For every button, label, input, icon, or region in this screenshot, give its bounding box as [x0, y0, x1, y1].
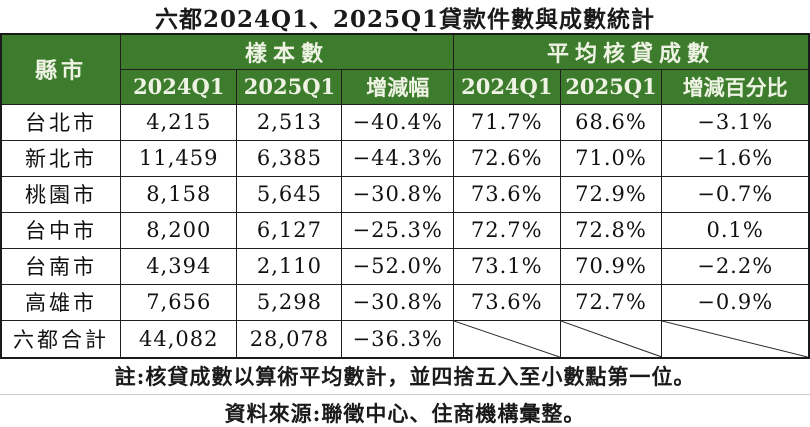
group-header-row: 縣市 樣本數 平均核貸成數 [0, 33, 810, 105]
table-row-taipei: 台北市 4,215 2,513 −40.4% 71.7% 68.6% −3.1% [0, 103, 810, 141]
table-row-total: 六都合計 44,082 28,078 −36.3% [0, 319, 810, 358]
total-label: 六都合計 [0, 319, 122, 358]
ratio-change: −2.2% [661, 247, 810, 285]
table-header: 縣市 樣本數 平均核貸成數 2024Q1 2025Q1 增減幅 2024Q1 2… [0, 33, 810, 105]
ratio-2025q1: 70.9% [559, 247, 663, 285]
total-samples-change: −36.3% [341, 319, 454, 358]
table-row-taoyuan: 桃園市 8,158 5,645 −30.8% 73.6% 72.9% −0.7% [0, 175, 810, 213]
samples-2024q1: 11,459 [120, 139, 238, 177]
ratio-2024q1: 73.6% [452, 283, 561, 321]
ratio-change: −1.6% [661, 139, 810, 177]
sub-header-row: 2024Q1 2025Q1 增減幅 2024Q1 2025Q1 增減百分比 [1, 68, 810, 105]
samples-change: −25.3% [341, 211, 454, 249]
group-header-approval-ratio: 平均核貸成數 [452, 33, 810, 70]
column-header-samples-change: 增減幅 [341, 68, 454, 105]
page-title: 六都2024Q1、2025Q1貸款件數與成數統計 [154, 5, 656, 33]
footnote-source: 資料來源:聯徵中心、住商機構彙整。 [224, 400, 586, 426]
city-name: 台中市 [0, 211, 122, 249]
samples-change: −40.4% [341, 103, 454, 141]
samples-2024q1: 8,200 [120, 211, 238, 249]
city-name: 高雄市 [0, 283, 122, 321]
total-samples-2025q1: 28,078 [236, 319, 343, 358]
total-ratio-2025q1-na-cell [559, 319, 663, 358]
ratio-2025q1: 72.8% [559, 211, 663, 249]
ratio-2025q1: 68.6% [559, 103, 663, 141]
column-header-samples-2025q1: 2025Q1 [236, 68, 343, 105]
ratio-2025q1: 72.7% [559, 283, 663, 321]
ratio-2025q1: 72.9% [559, 175, 663, 213]
ratio-2025q1: 71.0% [559, 139, 663, 177]
group-header-samples: 樣本數 [120, 33, 454, 70]
samples-change: −44.3% [341, 139, 454, 177]
city-name: 新北市 [0, 139, 122, 177]
column-header-city: 縣市 [0, 33, 122, 105]
samples-2025q1: 2,110 [236, 247, 343, 285]
table-row-new-taipei: 新北市 11,459 6,385 −44.3% 72.6% 71.0% −1.6… [0, 139, 810, 177]
ratio-change: −3.1% [661, 103, 810, 141]
samples-2025q1: 2,513 [236, 103, 343, 141]
samples-2025q1: 5,298 [236, 283, 343, 321]
city-name: 台北市 [0, 103, 122, 141]
ratio-2024q1: 71.7% [452, 103, 561, 141]
table-row-taichung: 台中市 8,200 6,127 −25.3% 72.7% 72.8% 0.1% [0, 211, 810, 249]
diagonal-slash-icon [561, 321, 662, 357]
column-header-ratio-2024q1: 2024Q1 [452, 68, 561, 105]
ratio-change: 0.1% [661, 211, 810, 249]
samples-change: −30.8% [341, 175, 454, 213]
column-header-samples-2024q1: 2024Q1 [120, 68, 238, 105]
diagonal-slash-icon [662, 321, 808, 357]
samples-2024q1: 4,215 [120, 103, 238, 141]
ratio-2024q1: 73.1% [452, 247, 561, 285]
ratio-2024q1: 72.7% [452, 211, 561, 249]
total-ratio-change-na-cell [661, 319, 810, 358]
footnote-method: 註:核貸成數以算術平均數計，並四捨五入至小數點第一位。 [0, 359, 810, 395]
table-row-tainan: 台南市 4,394 2,110 −52.0% 73.1% 70.9% −2.2% [0, 247, 810, 285]
diagonal-slash-icon [454, 321, 560, 357]
ratio-change: −0.7% [661, 175, 810, 213]
ratio-2024q1: 73.6% [452, 175, 561, 213]
total-samples-2024q1: 44,082 [120, 319, 238, 358]
samples-2024q1: 8,158 [120, 175, 238, 213]
table-body: 台北市 4,215 2,513 −40.4% 71.7% 68.6% −3.1%… [0, 103, 810, 358]
ratio-change: −0.9% [661, 283, 810, 321]
city-name: 桃園市 [0, 175, 122, 213]
city-name: 台南市 [0, 247, 122, 285]
samples-2025q1: 6,385 [236, 139, 343, 177]
total-ratio-2024q1-na-cell [452, 319, 561, 358]
samples-2025q1: 5,645 [236, 175, 343, 213]
samples-change: −52.0% [341, 247, 454, 285]
table-row-kaohsiung: 高雄市 7,656 5,298 −30.8% 73.6% 72.7% −0.9% [0, 283, 810, 321]
samples-change: −30.8% [341, 283, 454, 321]
ratio-2024q1: 72.6% [452, 139, 561, 177]
samples-2024q1: 7,656 [120, 283, 238, 321]
loan-statistics-table: 縣市 樣本數 平均核貸成數 2024Q1 2025Q1 增減幅 2024Q1 2… [0, 33, 810, 359]
column-header-ratio-change: 增減百分比 [661, 68, 810, 105]
samples-2025q1: 6,127 [236, 211, 343, 249]
column-header-ratio-2025q1: 2025Q1 [559, 68, 663, 105]
samples-2024q1: 4,394 [120, 247, 238, 285]
